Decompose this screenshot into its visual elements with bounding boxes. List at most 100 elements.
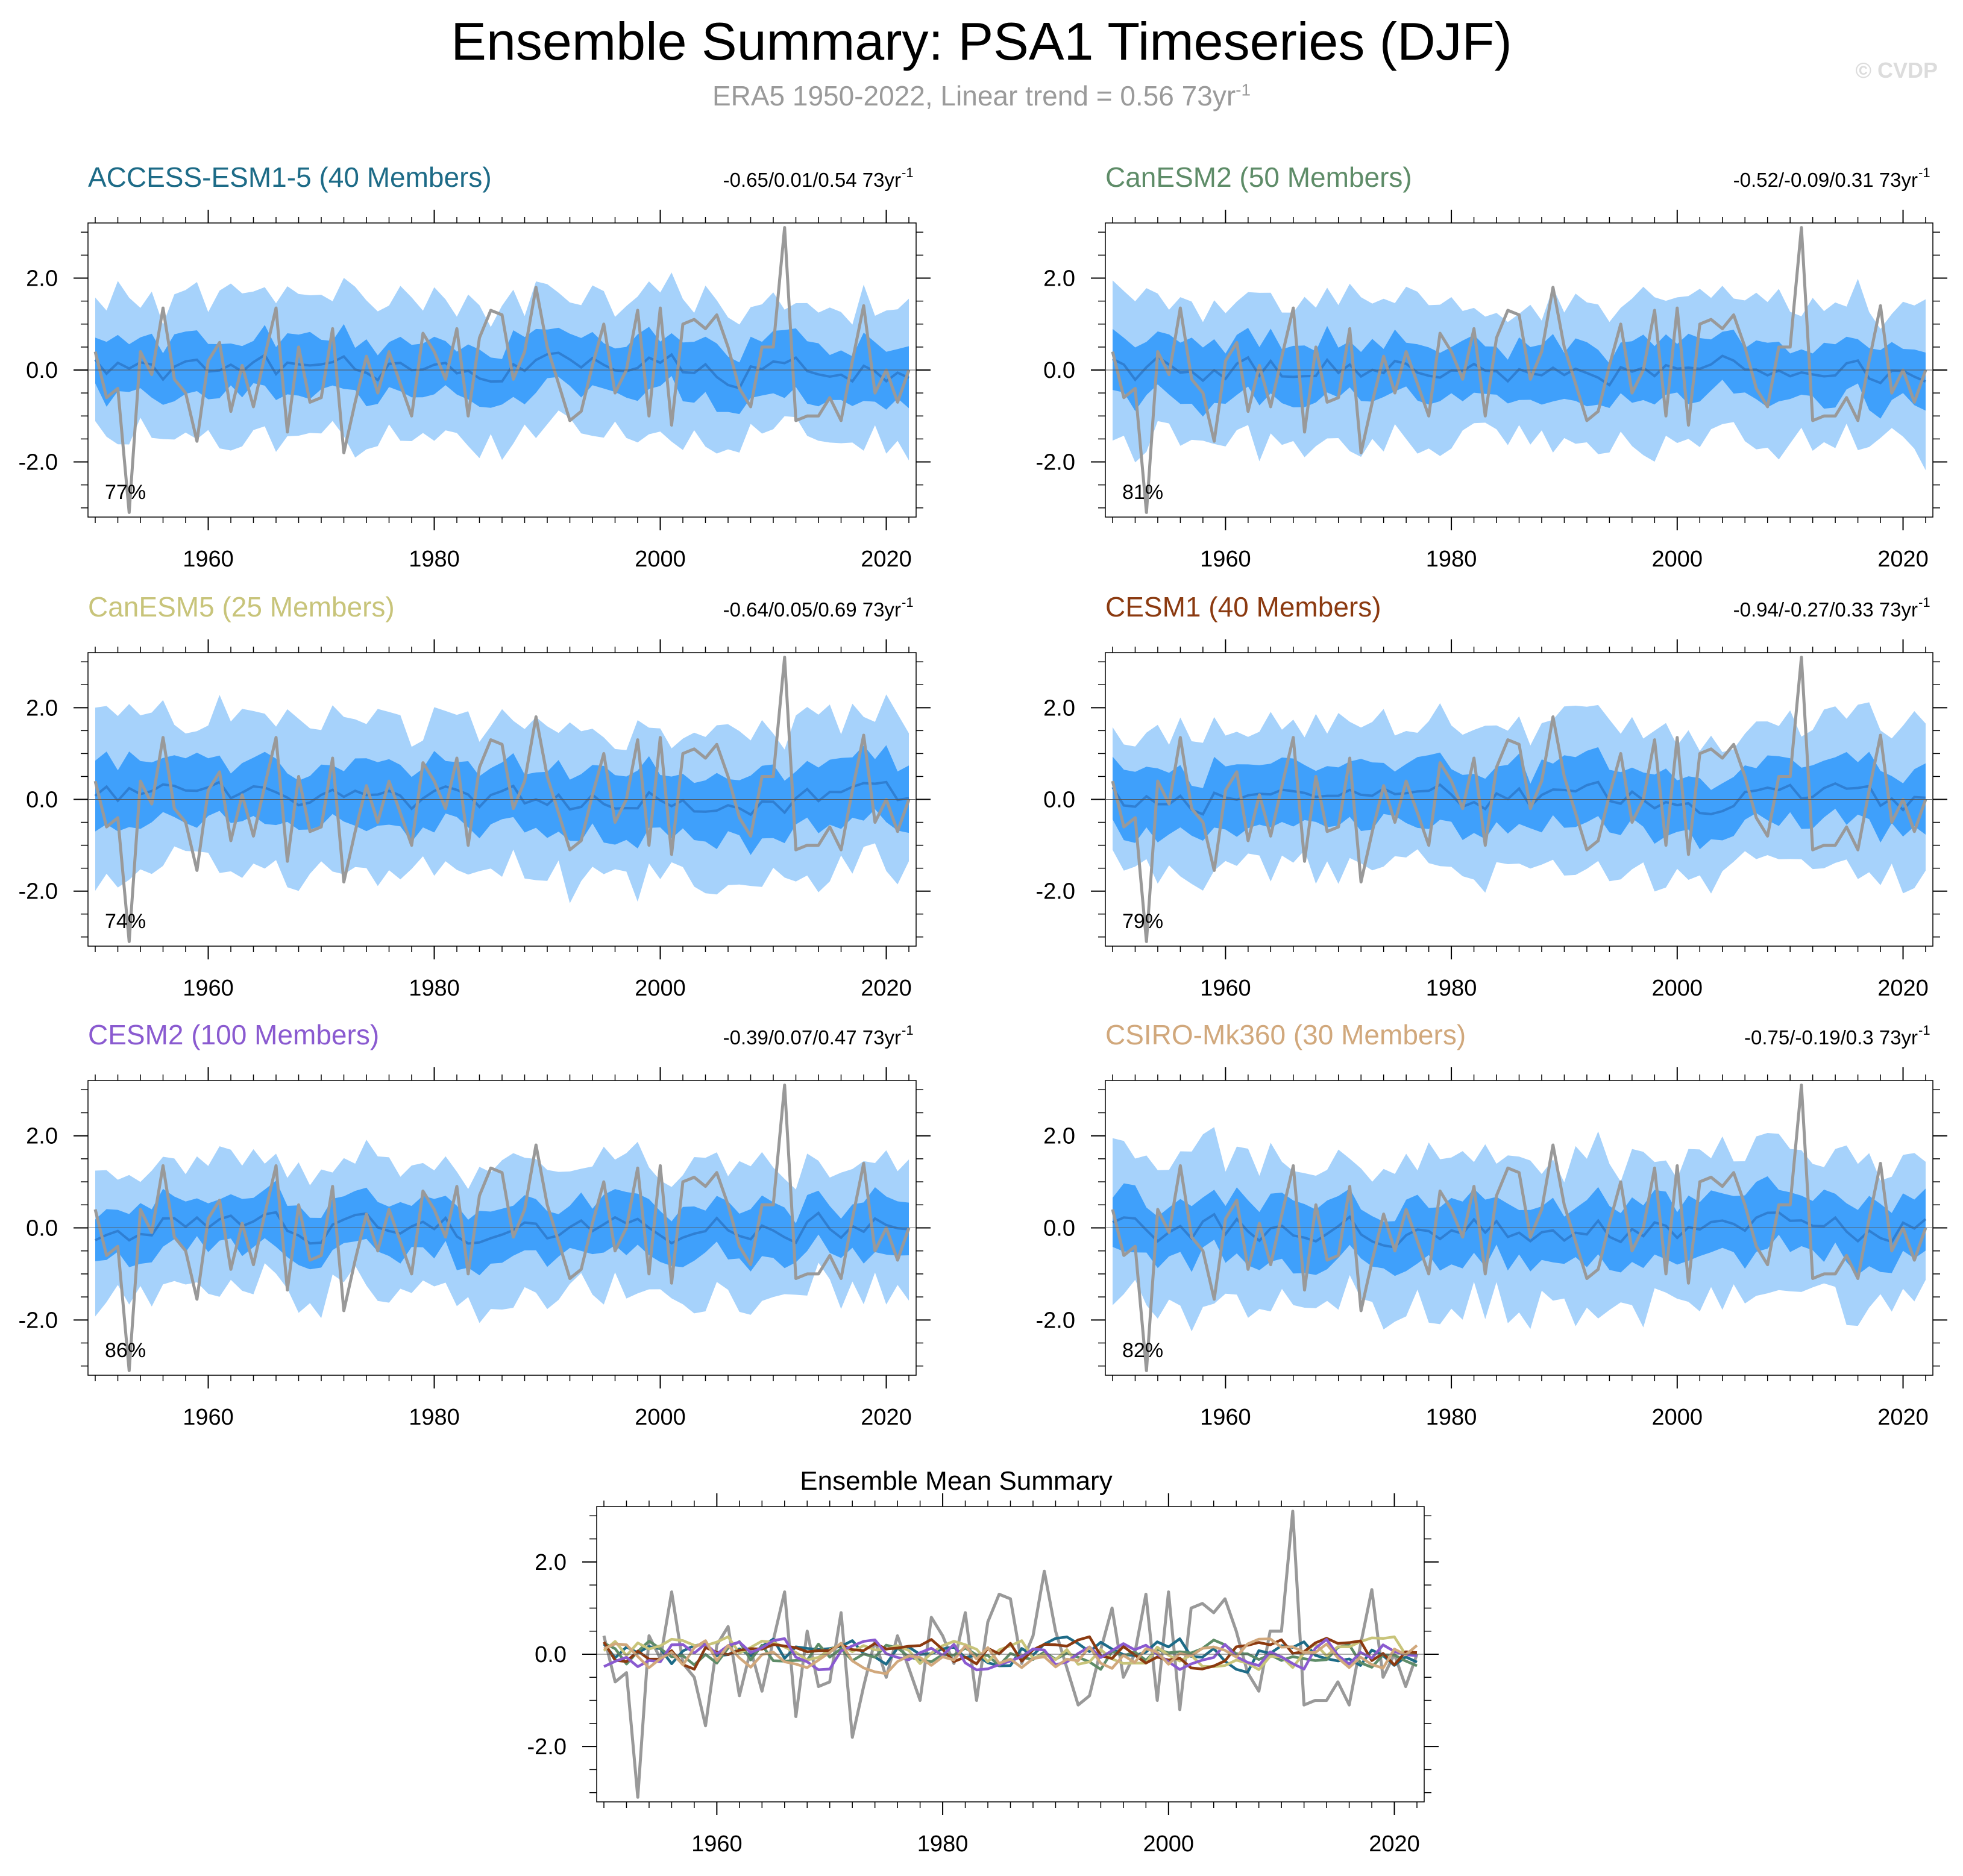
panel-csiro-mk360-y-tick-label: -2.0 xyxy=(1036,1308,1075,1333)
panel-canesm2-title: CanESM2 (50 Members) xyxy=(1105,162,1412,193)
panel-cesm1-trend-label: -0.94/-0.27/0.33 73yr xyxy=(1733,598,1918,621)
panel-cesm1-trend-superscript: -1 xyxy=(1918,595,1930,610)
panel-cesm2-x-tick-label: 1980 xyxy=(409,1405,460,1430)
figure-subtitle: ERA5 1950-2022, Linear trend = 0.56 73yr… xyxy=(0,80,1963,112)
mean-summary-x-tick-label: 1960 xyxy=(691,1831,743,1857)
panel-canesm5-x-tick-label: 2020 xyxy=(861,976,912,1001)
mean-summary-x-tick-label: 2000 xyxy=(1143,1831,1195,1857)
mean-summary-line-cesm1 xyxy=(603,1635,1418,1671)
panel-canesm5-ensemble-mean-line xyxy=(94,780,909,817)
panel-canesm5-y-tick-label: 0.0 xyxy=(26,788,58,813)
mean-summary-y-tick-label: 2.0 xyxy=(535,1550,567,1575)
panel-cesm1-y-tick-label: 0.0 xyxy=(1043,788,1075,813)
panel-canesm5-y-tick-label: 2.0 xyxy=(26,695,58,721)
panel-cesm1-x-tick-label: 2000 xyxy=(1652,976,1703,1001)
panel-canesm5-x-tick-label: 1980 xyxy=(409,976,460,1001)
panel-csiro-mk360-title: CSIRO-Mk360 (30 Members) xyxy=(1105,1019,1466,1050)
panel-canesm2-ensemble-mean-line xyxy=(1112,354,1926,387)
figure-title: Ensemble Summary: PSA1 Timeseries (DJF) xyxy=(451,11,1512,71)
panel-cesm2-y-tick-label: 2.0 xyxy=(26,1124,58,1149)
panel-cesm1-y-tick-label: 2.0 xyxy=(1043,695,1075,721)
panel-canesm5-percent-label: 74% xyxy=(105,910,146,933)
panel-csiro-mk360-ensemble-mean-line xyxy=(1112,1211,1927,1249)
panel-canesm2-trend-superscript: -1 xyxy=(1918,165,1930,180)
panel-canesm2-inner-band xyxy=(1113,325,1926,419)
panel-canesm2-observed-line xyxy=(1111,226,1927,514)
subtitle-text: ERA5 1950-2022, Linear trend = 0.56 73yr xyxy=(712,80,1236,111)
panel-cesm1-x-tick-label: 1960 xyxy=(1200,976,1251,1001)
panel-cesm2-y-tick-label: 0.0 xyxy=(26,1216,58,1241)
panel-csiro-mk360-percent-label: 82% xyxy=(1122,1339,1163,1362)
panel-canesm2-y-tick-label: -2.0 xyxy=(1036,450,1075,475)
panel-canesm5-inner-band xyxy=(95,745,909,855)
mean-summary-observed-line xyxy=(602,1510,1419,1799)
panel-cesm1-x-tick-label: 2020 xyxy=(1877,976,1929,1001)
panel-cesm1-y-tick-label: -2.0 xyxy=(1036,879,1075,905)
mean-summary-title: Ensemble Mean Summary xyxy=(800,1466,1112,1496)
panel-canesm5-trend-label: -0.64/0.05/0.69 73yr xyxy=(723,598,901,621)
panel-cesm2-observed-line xyxy=(93,1084,911,1372)
panel-cesm2-y-tick-label: -2.0 xyxy=(19,1308,58,1333)
panel-access-esm1-5-trend-superscript: -1 xyxy=(902,165,914,180)
panel-cesm2-x-tick-label: 2000 xyxy=(635,1405,686,1430)
panel-cesm2-trend-superscript: -1 xyxy=(902,1023,914,1038)
panel-access-esm1-5-title: ACCESS-ESM1-5 (40 Members) xyxy=(88,162,492,193)
panel-canesm5-x-tick-label: 2000 xyxy=(635,976,686,1001)
panel-csiro-mk360-observed-line xyxy=(1111,1084,1927,1372)
panel-access-esm1-5-x-tick-label: 1960 xyxy=(183,547,234,572)
panel-canesm5-observed-line xyxy=(93,656,911,943)
panel-cesm1-title: CESM1 (40 Members) xyxy=(1105,591,1381,623)
panel-cesm2-x-tick-label: 2020 xyxy=(861,1405,912,1430)
panel-cesm2-x-tick-label: 1960 xyxy=(183,1405,234,1430)
panel-access-esm1-5-x-tick-label: 1980 xyxy=(409,547,460,572)
panel-csiro-mk360-inner-band xyxy=(1113,1176,1926,1276)
panel-access-esm1-5-observed-line xyxy=(93,226,911,514)
panel-canesm2-y-tick-label: 0.0 xyxy=(1043,358,1075,383)
panel-access-esm1-5-y-tick-label: -2.0 xyxy=(19,450,58,475)
panel-access-esm1-5-x-tick-label: 2020 xyxy=(861,547,912,572)
panel-canesm2-x-tick-label: 2000 xyxy=(1652,547,1703,572)
panel-csiro-mk360-x-tick-label: 1980 xyxy=(1426,1405,1477,1430)
panel-canesm2-y-tick-label: 2.0 xyxy=(1043,266,1075,292)
mean-summary-x-tick-label: 2020 xyxy=(1369,1831,1420,1857)
panel-access-esm1-5-trend-label: -0.65/0.01/0.54 73yr xyxy=(723,169,901,191)
panel-canesm2-x-tick-label: 2020 xyxy=(1877,547,1929,572)
panel-access-esm1-5-ensemble-mean-line xyxy=(94,351,909,390)
panel-cesm2-title: CESM2 (100 Members) xyxy=(88,1019,379,1050)
panel-cesm1-percent-label: 79% xyxy=(1122,910,1163,933)
panel-canesm2-trend-label: -0.52/-0.09/0.31 73yr xyxy=(1733,169,1918,191)
panel-canesm2-x-tick-label: 1960 xyxy=(1200,547,1251,572)
mean-summary-line-csiro-mk360 xyxy=(603,1637,1418,1675)
mean-summary-y-tick-label: -2.0 xyxy=(527,1734,567,1760)
panel-canesm5-title: CanESM5 (25 Members) xyxy=(88,591,395,623)
panel-cesm2-percent-label: 86% xyxy=(105,1339,146,1362)
panel-canesm5-x-tick-label: 1960 xyxy=(183,976,234,1001)
panel-csiro-mk360-x-tick-label: 1960 xyxy=(1200,1405,1251,1430)
mean-summary-y-tick-label: 0.0 xyxy=(535,1642,567,1667)
panel-cesm1-inner-band xyxy=(1113,747,1926,850)
panel-cesm2-trend-label: -0.39/0.07/0.47 73yr xyxy=(723,1026,901,1049)
panel-canesm2-percent-label: 81% xyxy=(1122,481,1163,504)
panel-canesm5-y-tick-label: -2.0 xyxy=(19,879,58,905)
panel-cesm1-x-tick-label: 1980 xyxy=(1426,976,1477,1001)
panel-access-esm1-5-x-tick-label: 2000 xyxy=(635,547,686,572)
panel-cesm1-observed-line xyxy=(1111,656,1927,943)
subtitle-superscript: -1 xyxy=(1236,80,1251,99)
panel-canesm5-trend-superscript: -1 xyxy=(902,595,914,610)
mean-summary-x-tick-label: 1980 xyxy=(917,1831,969,1857)
panel-csiro-mk360-trend-label: -0.75/-0.19/0.3 73yr xyxy=(1744,1026,1918,1049)
panel-cesm2-ensemble-mean-line xyxy=(95,1211,909,1245)
panel-canesm2-x-tick-label: 1980 xyxy=(1426,547,1477,572)
panel-access-esm1-5-y-tick-label: 0.0 xyxy=(26,358,58,383)
copyright-watermark: © CVDP xyxy=(1855,58,1938,83)
panel-access-esm1-5-y-tick-label: 2.0 xyxy=(26,266,58,292)
panel-csiro-mk360-y-tick-label: 0.0 xyxy=(1043,1216,1075,1241)
mean-summary-line-cesm2 xyxy=(603,1637,1418,1672)
panel-access-esm1-5-percent-label: 77% xyxy=(105,481,146,504)
panel-cesm1-ensemble-mean-line xyxy=(1111,780,1926,816)
panel-csiro-mk360-trend-superscript: -1 xyxy=(1918,1023,1930,1038)
panel-csiro-mk360-y-tick-label: 2.0 xyxy=(1043,1124,1075,1149)
panel-csiro-mk360-x-tick-label: 2020 xyxy=(1877,1405,1929,1430)
panel-csiro-mk360-x-tick-label: 2000 xyxy=(1652,1405,1703,1430)
